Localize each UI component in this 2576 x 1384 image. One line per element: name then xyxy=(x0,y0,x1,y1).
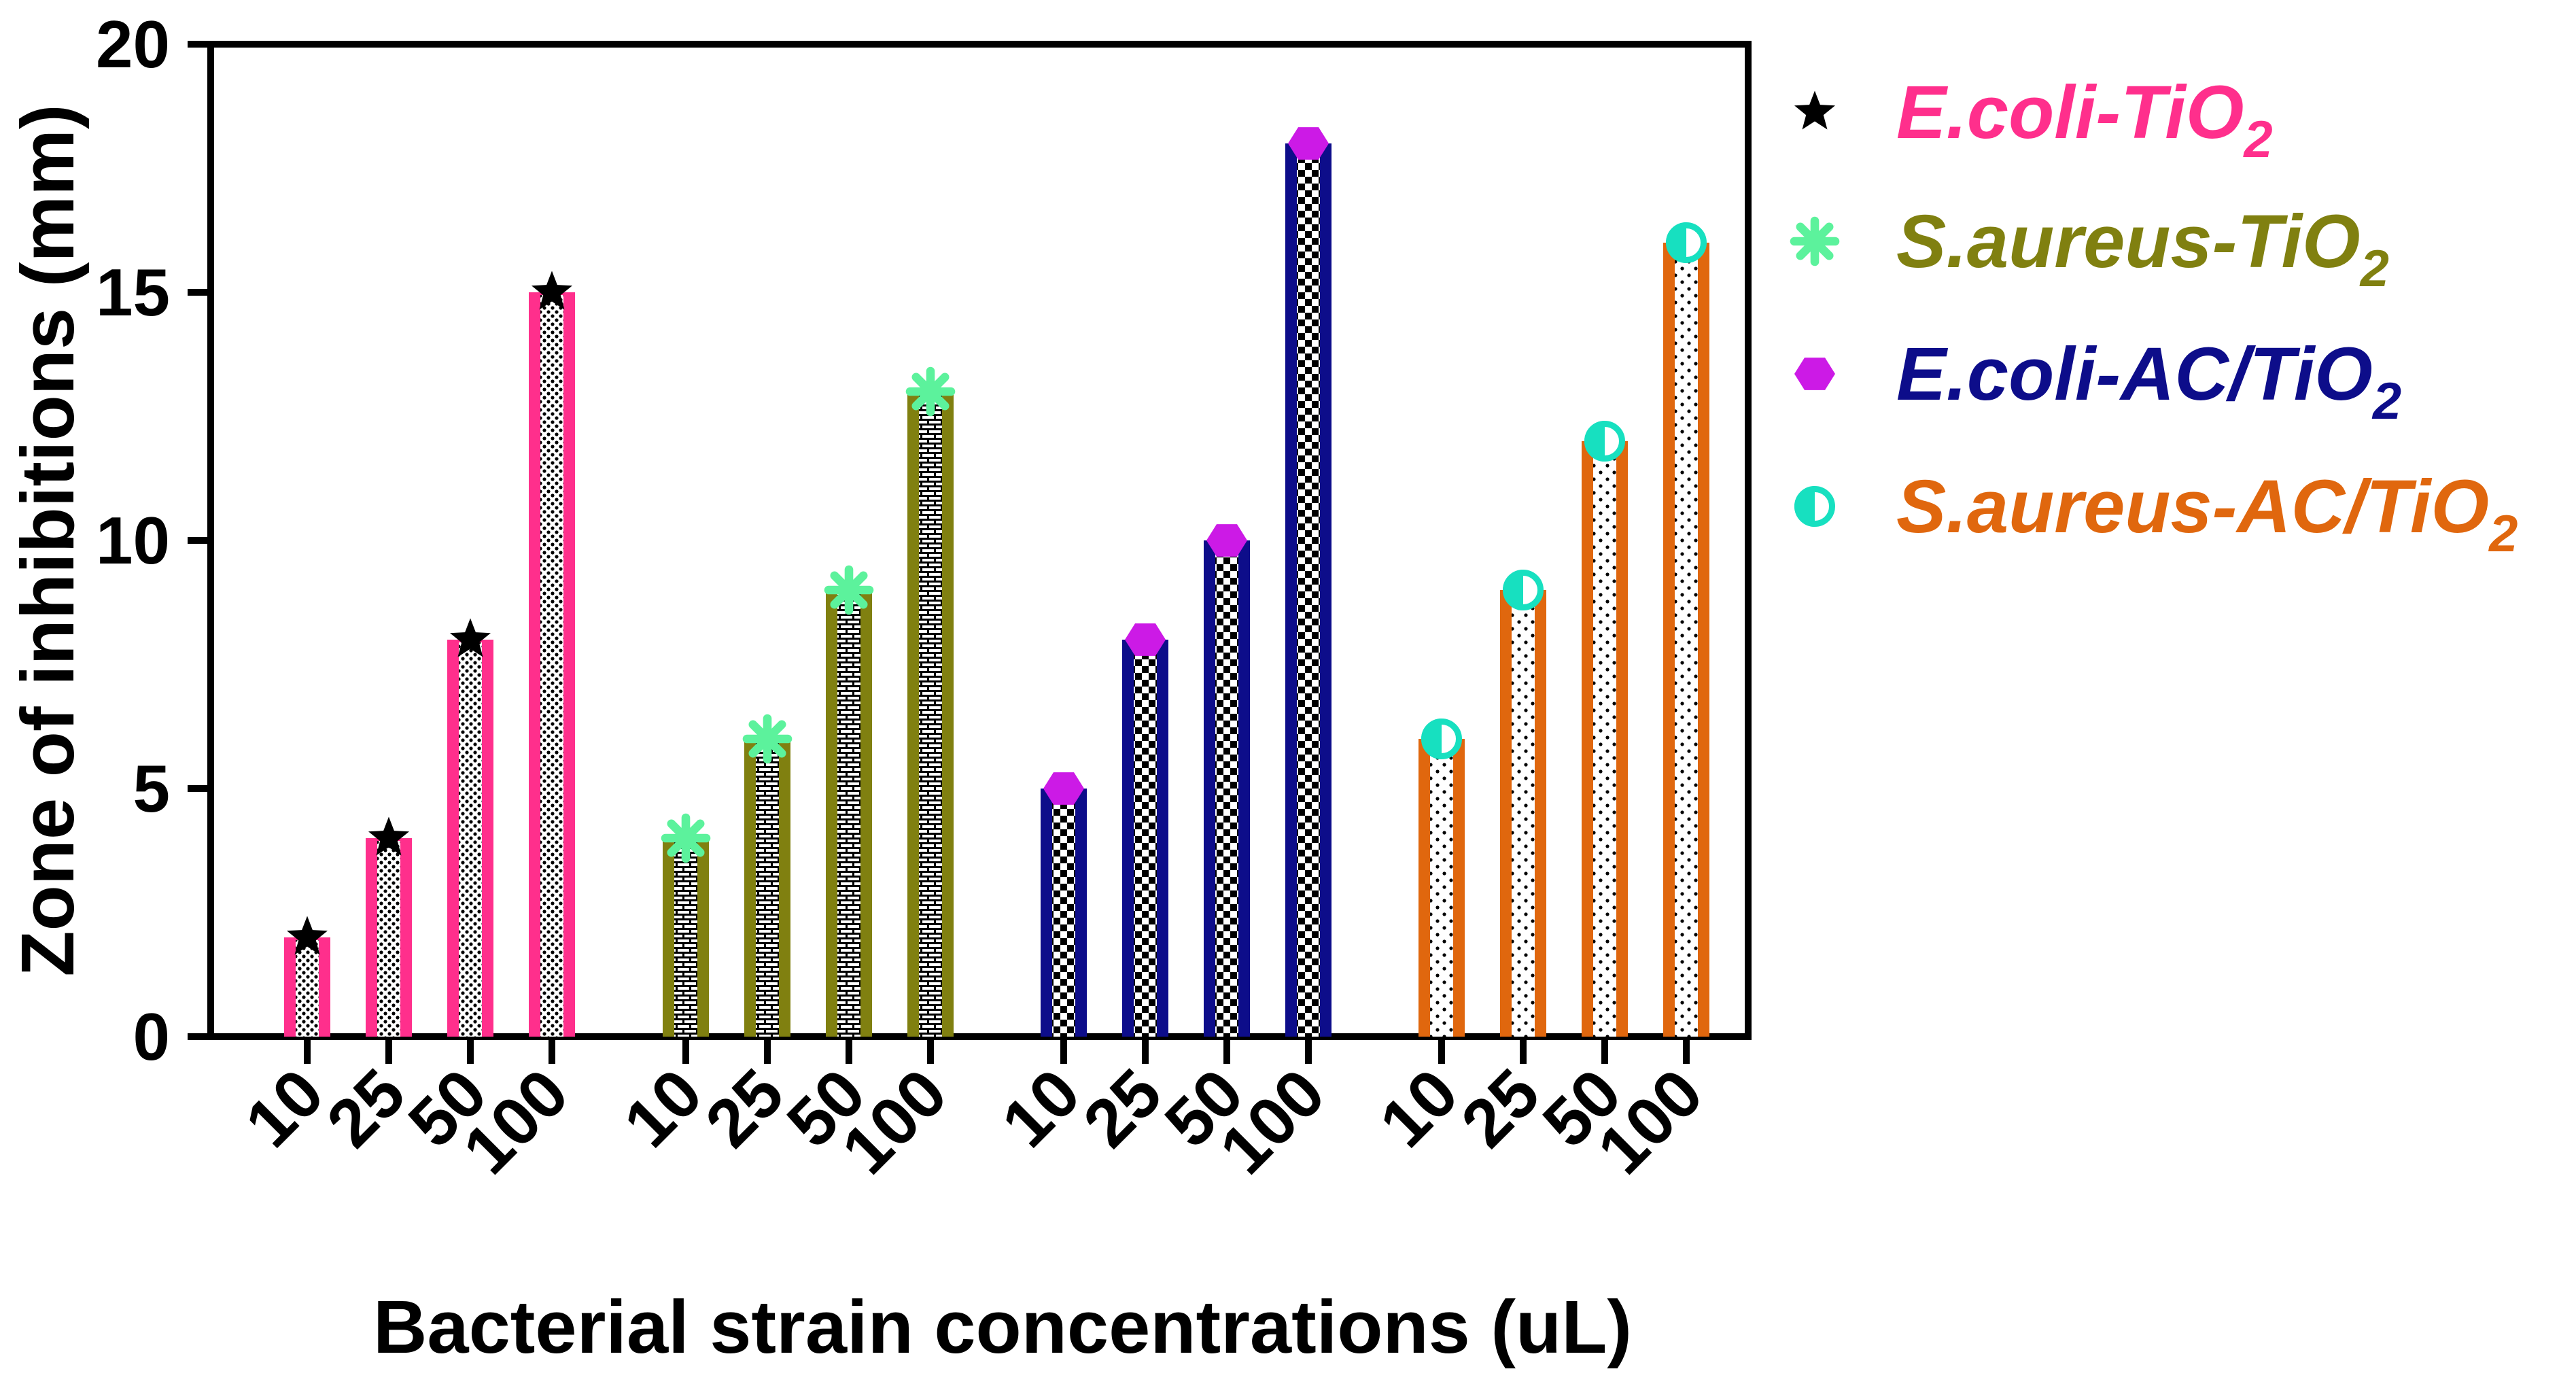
marker-s1-c1 xyxy=(742,714,793,764)
bar-pattern-s1-c2 xyxy=(837,593,860,1037)
bar-pattern-s3-c0 xyxy=(1430,742,1453,1037)
legend: E.coli-TiO2 S.aureus-TiO2 E.coli-AC/TiO2 S.… xyxy=(1790,71,2518,563)
legend-label-1: S.aureus-TiO2 xyxy=(1896,200,2389,298)
bar-pattern-s2-c0 xyxy=(1052,791,1075,1037)
y-tick-label-1: 5 xyxy=(133,751,170,826)
bar-pattern-s0-c1 xyxy=(377,841,400,1037)
bar-pattern-s3-c1 xyxy=(1512,593,1535,1037)
x-tick-label-s0-c3: 100 xyxy=(449,1054,582,1188)
legend-marker-3 xyxy=(1794,486,1835,527)
bar-pattern-s2-c3 xyxy=(1297,146,1320,1037)
markers-layer xyxy=(287,127,1707,955)
marker-s0-c0 xyxy=(287,916,328,955)
marker-s2-c1 xyxy=(1125,623,1166,656)
marker-s1-c0 xyxy=(661,813,711,863)
marker-s3-c1 xyxy=(1503,570,1544,610)
bar-pattern-s1-c1 xyxy=(756,742,779,1037)
bar-pattern-s2-c1 xyxy=(1134,642,1157,1037)
bar-pattern-s1-c0 xyxy=(674,841,697,1037)
bar-pattern-s3-c3 xyxy=(1675,245,1698,1037)
x-tick-label-s1-c3: 100 xyxy=(827,1054,961,1188)
marker-s1-c2 xyxy=(824,565,874,615)
marker-s3-c3 xyxy=(1666,222,1707,263)
y-axis-label: Zone of inhibitions (mm) xyxy=(6,104,90,976)
bar-pattern-s2-c2 xyxy=(1215,543,1238,1037)
legend-marker-2 xyxy=(1794,358,1835,390)
legend-label-0: E.coli-TiO2 xyxy=(1896,71,2273,169)
y-axis: 0 5 10 15 20 xyxy=(96,7,211,1074)
legend-label-2: E.coli-AC/TiO2 xyxy=(1896,332,2401,430)
bar-pattern-s0-c0 xyxy=(296,940,319,1037)
y-tick-label-2: 10 xyxy=(96,503,170,578)
bar-pattern-s3-c2 xyxy=(1593,444,1616,1037)
x-axis-label: Bacterial strain concentrations (uL) xyxy=(373,1285,1632,1369)
marker-s1-c3 xyxy=(905,366,956,417)
marker-s2-c3 xyxy=(1288,127,1329,160)
legend-marker-0 xyxy=(1794,90,1835,130)
y-tick-label-0: 0 xyxy=(133,999,170,1074)
marker-s3-c2 xyxy=(1584,421,1625,462)
marker-s0-c3 xyxy=(532,271,572,310)
bar-pattern-s1-c3 xyxy=(919,394,942,1037)
legend-label-3: S.aureus-AC/TiO2 xyxy=(1896,465,2518,563)
y-tick-label-3: 15 xyxy=(96,255,170,330)
marker-s0-c2 xyxy=(450,618,491,657)
y-tick-label-4: 20 xyxy=(96,7,170,82)
x-tick-label-s3-c3: 100 xyxy=(1583,1054,1717,1188)
marker-s0-c1 xyxy=(368,816,409,856)
marker-s2-c0 xyxy=(1043,772,1084,805)
bars-layer xyxy=(284,143,1709,1037)
bar-pattern-s0-c2 xyxy=(459,642,482,1037)
marker-s3-c0 xyxy=(1421,719,1462,759)
marker-s2-c2 xyxy=(1206,524,1247,557)
x-tick-label-s2-c3: 100 xyxy=(1205,1054,1339,1188)
bar-pattern-s0-c3 xyxy=(540,295,563,1037)
legend-marker-1 xyxy=(1790,216,1840,266)
